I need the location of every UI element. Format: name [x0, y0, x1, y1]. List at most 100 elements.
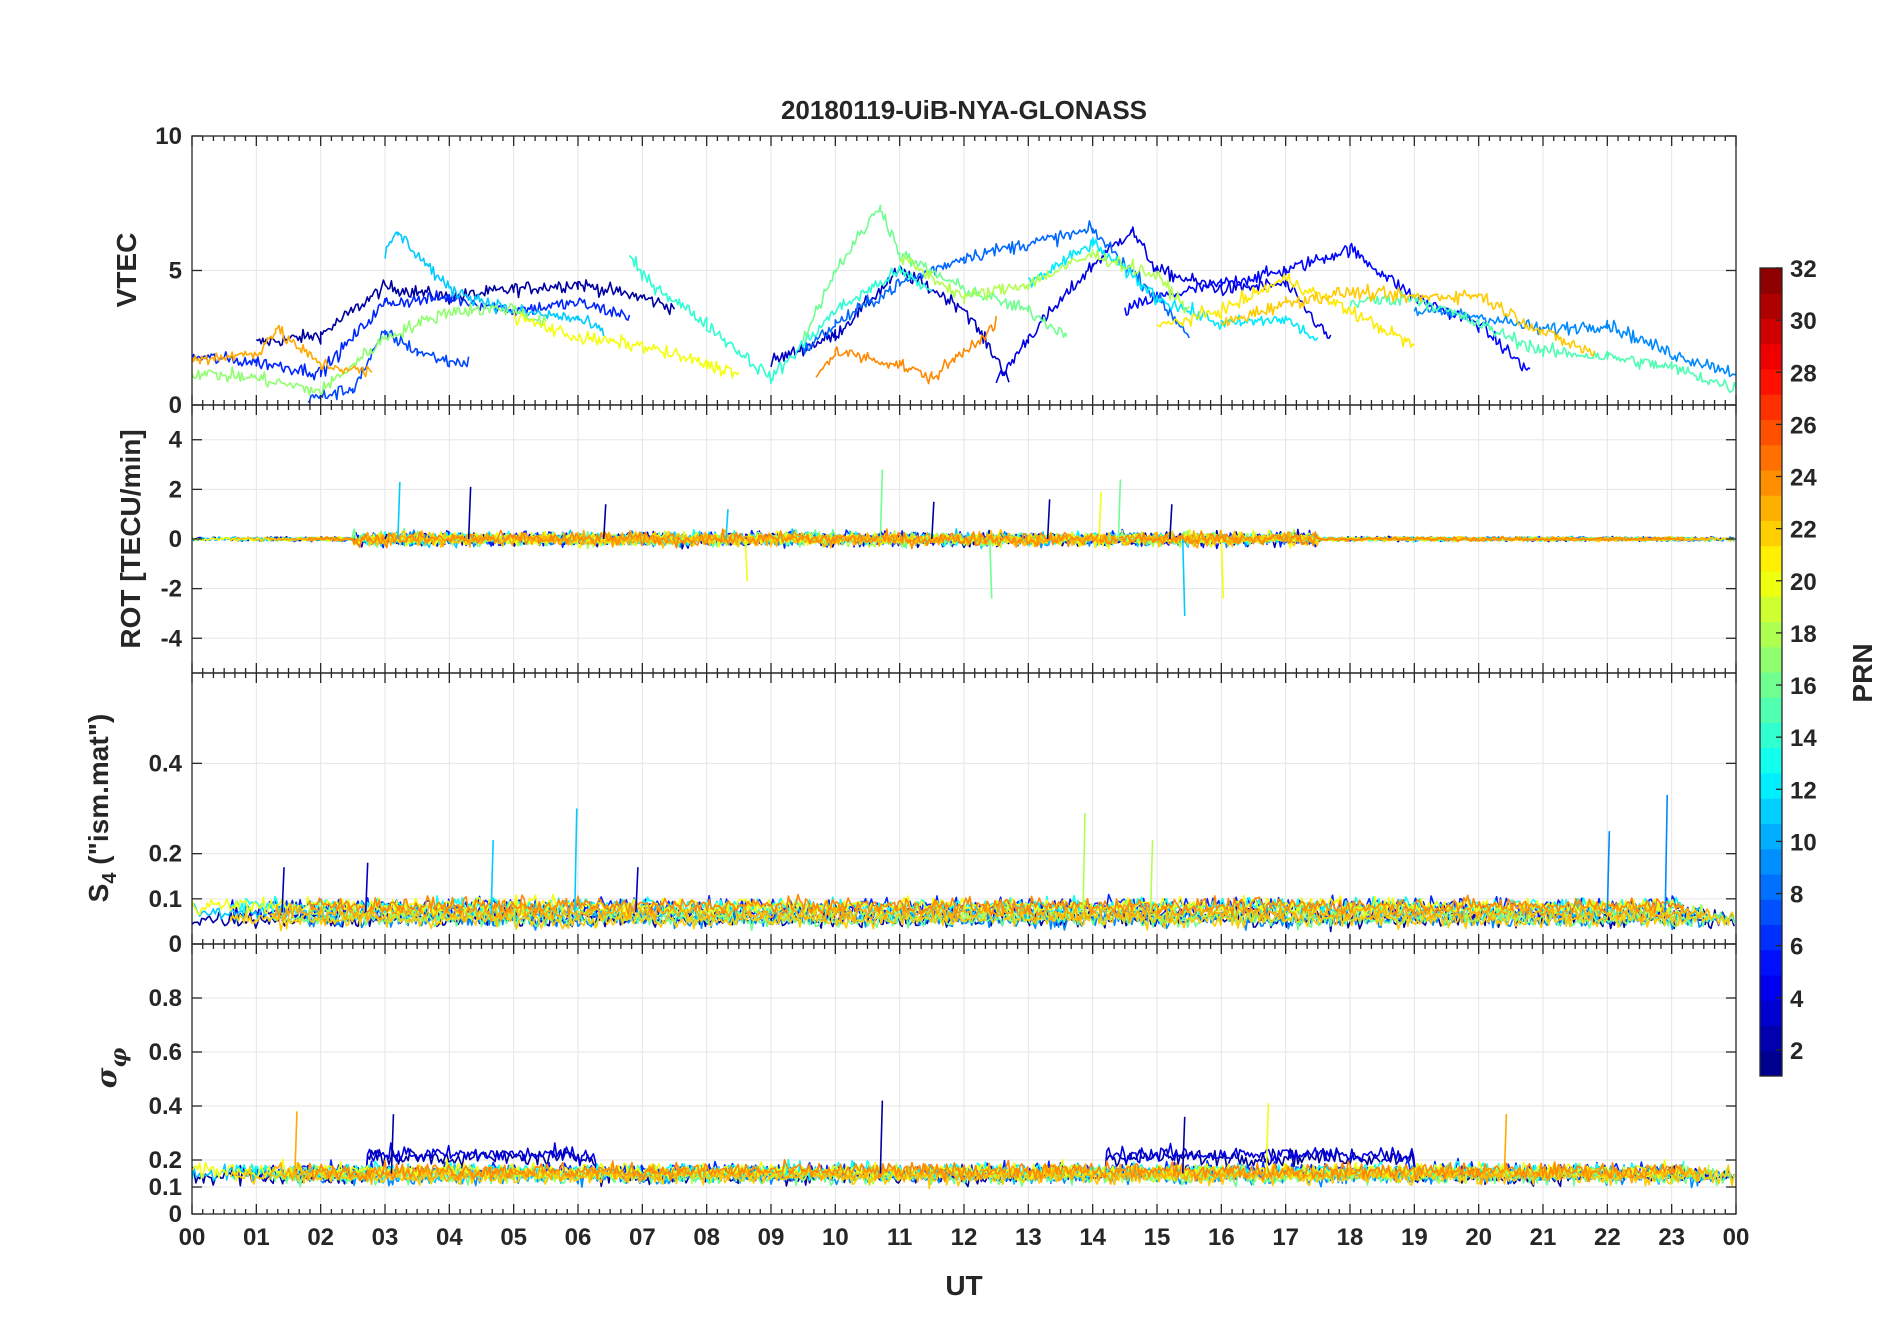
s4-spike-prn-9 [1664, 794, 1669, 913]
colorbar-tick-label: 6 [1790, 934, 1803, 961]
x-tick-label: 05 [500, 1224, 527, 1251]
vtec-plot-area: 0 5 10 [155, 123, 1737, 419]
x-tick-label: 00 [179, 1224, 206, 1251]
colorbar-band [1760, 823, 1782, 850]
vtec-trace-prn-22 [1220, 283, 1596, 357]
s4-label-symbol: S [83, 884, 114, 903]
vtec-panel: VTEC [111, 233, 142, 308]
rot-spike-prn-2 [931, 501, 935, 540]
x-tick-label: 10 [822, 1224, 849, 1251]
colorbar-band [1760, 444, 1782, 471]
x-tick-label: 18 [1337, 1224, 1364, 1251]
colorbar-band [1760, 419, 1782, 446]
x-tick-label: 02 [307, 1224, 334, 1251]
x-tick-label: 15 [1144, 1224, 1171, 1251]
rot-y-tick-label: -4 [161, 625, 183, 652]
vtec-trace-prn-9 [1413, 305, 1736, 378]
vtec-trace-prn-14 [628, 254, 933, 385]
colorbar-band [1760, 1000, 1782, 1026]
s4-y-tick-label: 0.2 [149, 841, 182, 868]
sigma_phi-spike-prn-23 [1503, 1114, 1508, 1174]
x-tick-label: 17 [1272, 1224, 1299, 1251]
colorbar-band [1760, 646, 1782, 673]
colorbar-frame [1759, 267, 1783, 1077]
colorbar-band [1760, 621, 1782, 648]
rot-noise-trace-prn-24 [307, 528, 1685, 550]
colorbar-tick-label: 30 [1790, 308, 1817, 335]
sigma_phi-spike-prn-23 [294, 1111, 298, 1174]
sigma-phi-panel: σφ [90, 1048, 132, 1089]
vtec-trace-prn-11 [384, 231, 605, 337]
rot-spike-prn-2 [384, 533, 388, 540]
colorbar-tick-label: 24 [1790, 465, 1817, 492]
x-tick-label: 12 [951, 1224, 978, 1251]
colorbar-tick-label: 26 [1790, 412, 1817, 439]
vtec-trace-prn-20 [512, 310, 740, 379]
x-tick-label: 11 [887, 1224, 912, 1251]
colorbar-band [1760, 596, 1782, 622]
vtec-trace-prn-16 [802, 204, 1068, 342]
colorbar-tick-label: 8 [1790, 882, 1803, 909]
vtec-y-tick-label: 0 [169, 392, 182, 419]
colorbar-tick-label: 18 [1790, 621, 1817, 648]
s4-y-axis-label: S4 ("ism.mat") [83, 714, 121, 903]
sigma_phi-spike-prn-2 [1181, 1116, 1186, 1174]
rot-spike-prn-20 [744, 538, 749, 582]
colorbar-tick-label: 16 [1790, 673, 1817, 700]
x-tick-label: 23 [1658, 1224, 1685, 1251]
colorbar-band [1760, 268, 1782, 294]
vtec-trace-prn-6 [192, 290, 631, 381]
rot-spike-prn-2 [1046, 499, 1051, 540]
colorbar-band [1760, 672, 1782, 698]
colorbar-band [1760, 1050, 1782, 1077]
colorbar-band [1760, 1025, 1782, 1052]
rot-spike-prn-20 [1220, 538, 1225, 599]
sigma_phi-y-tick-label: 0.4 [149, 1093, 183, 1120]
colorbar-band [1760, 520, 1782, 547]
x-tick-label: 07 [629, 1224, 656, 1251]
colorbar-band [1760, 773, 1782, 799]
vtec-trace-prn-24 [815, 315, 997, 385]
chart-title: 20180119-UiB-NYA-GLONASS [781, 95, 1147, 125]
colorbar-band [1760, 697, 1782, 723]
sigma_phi-y-tick-label: 0.2 [149, 1147, 182, 1174]
vtec-trace-prn-17 [192, 303, 547, 396]
vtec-trace-prn-18 [899, 249, 1190, 314]
rot-spike-prn-16 [1117, 479, 1122, 540]
s4-noise-trace-prn-23 [268, 900, 1710, 925]
x-tick-label: 01 [243, 1224, 270, 1251]
rot-plot-area: -4 -2 0 2 4 [161, 404, 1737, 674]
sigma_phi-y-tick-label: 0 [169, 1201, 182, 1228]
rot-y-axis-label: ROT [TECU/min] [115, 429, 146, 648]
colorbar-tick-label: 20 [1790, 569, 1817, 596]
s4-y-tick-label: 0.1 [149, 886, 182, 913]
vtec-trace-prn-12 [1027, 236, 1319, 341]
rot-spike-prn-16 [879, 469, 884, 540]
sigma_phi-y-tick-label: 0.8 [149, 985, 182, 1012]
rot-y-tick-label: 4 [169, 427, 183, 454]
colorbar-tick-label: 14 [1790, 725, 1817, 752]
colorbar-band [1760, 722, 1782, 749]
s4-noise-trace-prn-24 [307, 893, 1685, 918]
vtec-y-tick-label: 10 [155, 123, 182, 150]
sigma-symbol: σ [90, 1067, 123, 1088]
colorbar-tick-label: 28 [1790, 360, 1817, 387]
colorbar-band [1760, 369, 1782, 395]
colorbar-tick-label: 22 [1790, 517, 1817, 544]
sigma_phi-spike-prn-20 [1265, 1103, 1270, 1174]
colorbar-tick-label: 4 [1790, 986, 1804, 1013]
rot-spike-prn-2 [1169, 504, 1173, 540]
s4-spike-prn-3 [281, 867, 285, 913]
s4-traces [192, 794, 1735, 933]
colorbar-label: PRN [1847, 643, 1878, 702]
x-tick-label: 06 [565, 1224, 592, 1251]
colorbar-tick-label: 12 [1790, 777, 1817, 804]
s4-spike-prn-18 [1082, 813, 1086, 913]
vtec-trace-prn-5 [1124, 242, 1531, 372]
sigma_phi-traces [192, 1100, 1735, 1190]
vtec-trace-prn-4 [995, 226, 1332, 384]
x-axis-label: UT [945, 1270, 982, 1301]
vtec-trace-prn-3 [770, 265, 1010, 383]
rot-y-tick-label: 0 [169, 526, 182, 553]
